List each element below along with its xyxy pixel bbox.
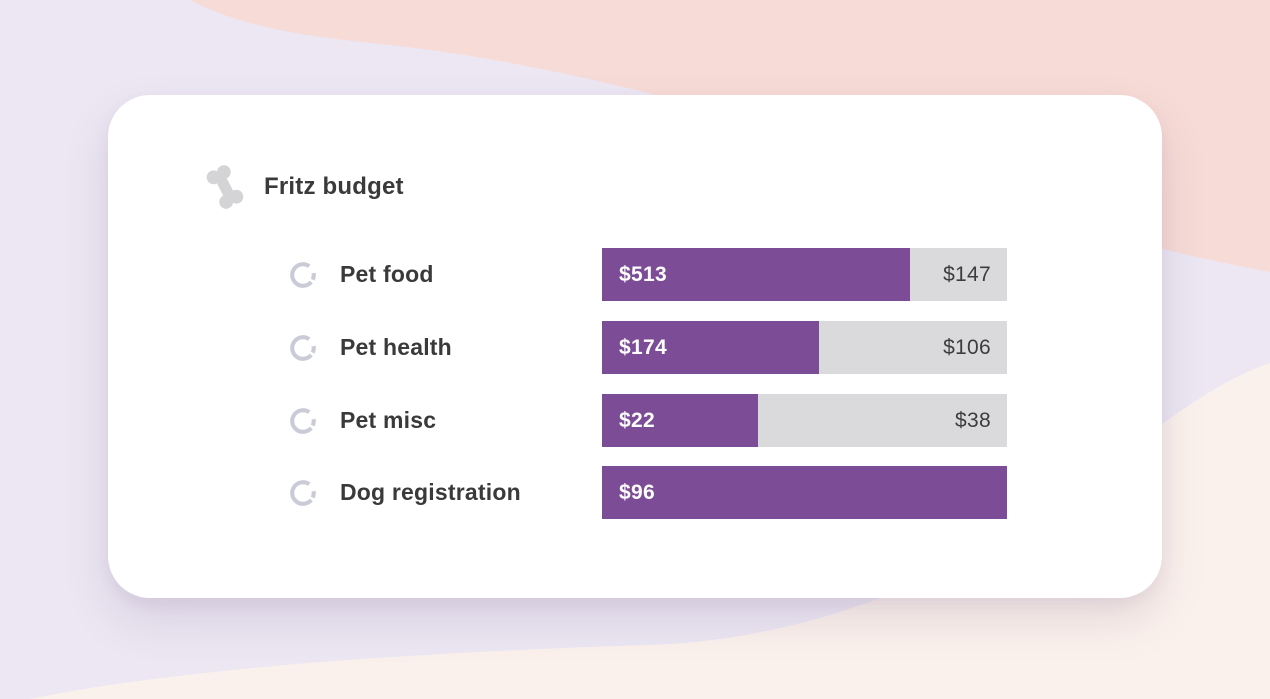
category-label: Pet food bbox=[340, 261, 434, 287]
progress-ring-icon bbox=[288, 260, 318, 290]
card-header: Fritz budget bbox=[202, 161, 404, 213]
bar-fill: $174 bbox=[602, 321, 819, 374]
bar-fill: $513 bbox=[602, 248, 910, 301]
bar-spent-value: $22 bbox=[619, 408, 655, 432]
bar-fill: $22 bbox=[602, 394, 758, 447]
budget-row: Dog registration $96 bbox=[108, 466, 1162, 519]
category-label: Dog registration bbox=[340, 479, 521, 505]
budget-bar[interactable]: $106 $174 bbox=[602, 321, 1007, 374]
budget-bar[interactable]: $147 $513 bbox=[602, 248, 1007, 301]
pink-blob bbox=[190, 0, 1270, 272]
bar-remaining-value: $147 bbox=[943, 262, 991, 286]
budget-bar[interactable]: $96 bbox=[602, 466, 1007, 519]
progress-ring-icon bbox=[288, 478, 318, 508]
progress-ring-icon bbox=[288, 406, 318, 436]
budget-row: Pet food $147 $513 bbox=[108, 248, 1162, 301]
bar-spent-value: $174 bbox=[619, 335, 667, 359]
progress-ring-icon bbox=[288, 333, 318, 363]
bar-remaining-value: $38 bbox=[955, 408, 991, 432]
category-label: Pet health bbox=[340, 334, 452, 360]
bar-remaining-value: $106 bbox=[943, 335, 991, 359]
budget-row: Pet health $106 $174 bbox=[108, 321, 1162, 374]
bone-icon bbox=[202, 164, 248, 210]
bar-fill: $96 bbox=[602, 466, 1007, 519]
budget-bar[interactable]: $38 $22 bbox=[602, 394, 1007, 447]
budget-card: Fritz budget Pet food $147 $513 Pet heal… bbox=[108, 95, 1162, 598]
category-label: Pet misc bbox=[340, 407, 437, 433]
budget-row: Pet misc $38 $22 bbox=[108, 394, 1162, 447]
bar-spent-value: $513 bbox=[619, 262, 667, 286]
card-title: Fritz budget bbox=[264, 173, 404, 200]
cream-blob bbox=[30, 363, 1270, 699]
bar-spent-value: $96 bbox=[619, 480, 655, 504]
